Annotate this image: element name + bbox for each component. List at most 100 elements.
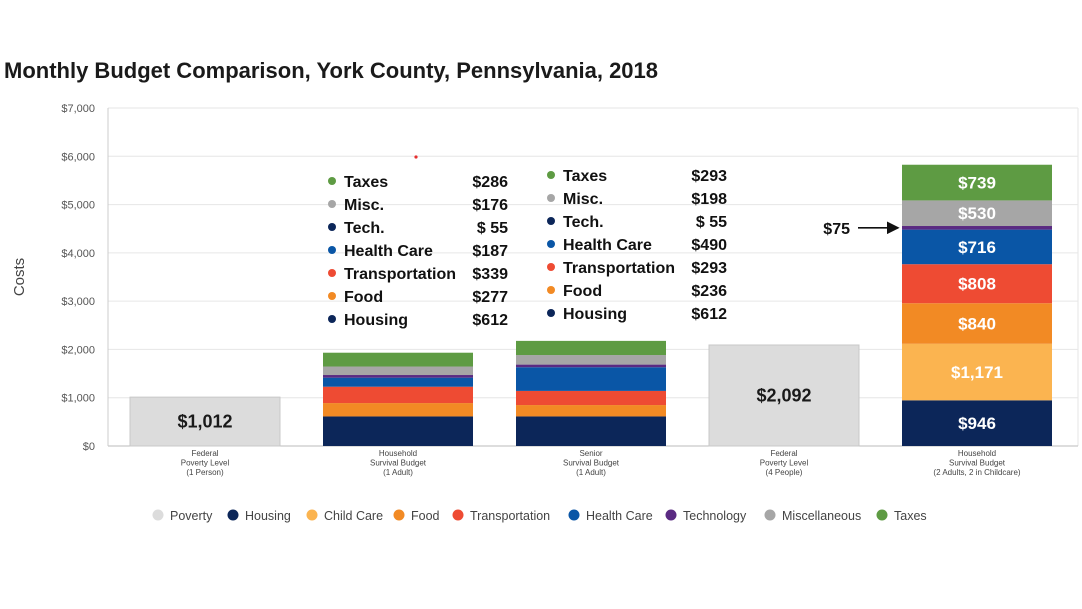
segment-value-label: $739 [958, 174, 996, 193]
breakdown-dot [328, 200, 336, 208]
bar-2 [516, 340, 666, 446]
legend-item-technology: Technology [665, 509, 747, 523]
x-category-label: Federal Poverty Level (1 Person) [181, 449, 230, 477]
breakdown-label: Health Care [344, 243, 433, 260]
breakdown-label: Misc. [563, 191, 603, 208]
breakdown-label: Transportation [563, 260, 675, 277]
breakdown-label: Housing [563, 306, 627, 323]
x-category-label: Household Survival Budget (2 Adults, 2 in … [933, 449, 1020, 477]
breakdown-dot [547, 171, 555, 179]
breakdown-dot [328, 269, 336, 277]
legend-swatch [227, 509, 239, 521]
legend-label: Child Care [324, 509, 383, 523]
legend-swatch [876, 509, 888, 521]
breakdown-list-1: Taxes $286 Misc. $176 Tech. $ 55 Health Care $1… [328, 174, 508, 329]
legend-label: Miscellaneous [782, 509, 861, 523]
y-tick-label: $4,000 [61, 248, 95, 260]
bar-segment-taxes [323, 352, 473, 367]
legend-swatch [665, 509, 677, 521]
breakdown-label: Tech. [344, 220, 385, 237]
bar-segment-miscellaneous [516, 355, 666, 365]
bar-segment-housing [323, 416, 473, 446]
y-tick-label: $2,000 [61, 344, 95, 356]
breakdown-label: Taxes [344, 174, 388, 191]
breakdown-label: Food [344, 289, 383, 306]
bar-segment-taxes [902, 164, 1052, 201]
bar-segment-technology [323, 375, 473, 378]
bar-total-label: $1,012 [177, 412, 232, 432]
breakdown-dot [328, 315, 336, 323]
bar-segment-miscellaneous [902, 200, 1052, 227]
segment-value-label: $530 [958, 204, 996, 223]
bar-segment-food [902, 303, 1052, 344]
breakdown-dot [547, 286, 555, 294]
bar-segment-miscellaneous [323, 366, 473, 376]
breakdown-value: $ 55 [477, 220, 508, 237]
breakdown-label: Food [563, 283, 602, 300]
legend-item-child-care: Child Care [306, 509, 383, 523]
breakdown-dot [328, 246, 336, 254]
legend-item-transportation: Transportation [452, 509, 550, 523]
legend-label: Health Care [586, 509, 653, 523]
x-category-label: Federal Poverty Level (4 People) [760, 449, 809, 477]
segment-value-label: $1,171 [951, 363, 1003, 382]
bar-4: $946 $1,171 $840 $808 $716 $530 $739 [902, 164, 1052, 446]
bar-segment-technology [516, 364, 666, 368]
breakdown-label: Transportation [344, 266, 456, 283]
bar-segment-food [516, 405, 666, 417]
breakdown-dot [328, 292, 336, 300]
breakdown-value: $198 [691, 191, 727, 208]
breakdown-value: $339 [472, 266, 508, 283]
legend-swatch [452, 509, 464, 521]
breakdown-dot [547, 217, 555, 225]
breakdown-value: $187 [472, 243, 508, 260]
breakdown-list-2: Taxes $293 Misc. $198 Tech. $ 55 Health Care $4… [547, 168, 727, 323]
bar-total-label: $2,092 [756, 385, 811, 405]
bar-segment-housing [902, 400, 1052, 446]
y-tick-label: $3,000 [61, 296, 95, 308]
breakdown-value: $277 [472, 289, 508, 306]
x-category-label: Senior Survival Budget (1 Adult) [563, 449, 620, 477]
legend-swatch [764, 509, 776, 521]
legend-label: Transportation [470, 509, 550, 523]
breakdown-value: $176 [472, 197, 508, 214]
legend-item-health-care: Health Care [568, 509, 653, 523]
breakdown-label: Housing [344, 312, 408, 329]
bar-segment-transportation [323, 386, 473, 404]
segment-value-label: $808 [958, 275, 996, 294]
bar-segment-child-care [902, 343, 1052, 401]
breakdown-dot [328, 177, 336, 185]
legend-swatch [152, 509, 164, 521]
legend-item-poverty: Poverty [152, 509, 213, 523]
legend-item-taxes: Taxes [876, 509, 927, 523]
legend: Poverty Housing Child Care Food Transportati… [152, 509, 927, 523]
breakdown-label: Misc. [344, 197, 384, 214]
breakdown-value: $612 [691, 306, 727, 323]
breakdown-value: $286 [472, 174, 508, 191]
bar-segment-housing [516, 416, 666, 446]
y-tick-label: $7,000 [61, 103, 95, 115]
legend-label: Taxes [894, 509, 927, 523]
y-axis-ticks: $0 $1,000 $2,000 $3,000 $4,000 $5,000 $6,000 $7… [61, 103, 95, 453]
legend-label: Housing [245, 509, 291, 523]
breakdown-label: Health Care [563, 237, 652, 254]
breakdown-dot [547, 309, 555, 317]
y-tick-label: $5,000 [61, 200, 95, 212]
breakdown-label: Taxes [563, 168, 607, 185]
segment-value-label: $946 [958, 414, 996, 433]
breakdown-value: $293 [691, 168, 727, 185]
bar-segment-poverty [708, 344, 860, 447]
bar-segment-transportation [902, 264, 1052, 304]
bar-3: $2,092 [708, 344, 860, 447]
legend-item-housing: Housing [227, 509, 291, 523]
y-axis-label: Costs [11, 258, 28, 296]
bar-segment-poverty [129, 396, 281, 447]
bar-segment-technology [902, 226, 1052, 230]
legend-label: Poverty [170, 509, 213, 523]
breakdown-value: $490 [691, 237, 727, 254]
breakdown-dot [328, 223, 336, 231]
breakdown-value: $236 [691, 283, 727, 300]
breakdown-label: Tech. [563, 214, 604, 231]
breakdown-value: $612 [472, 312, 508, 329]
